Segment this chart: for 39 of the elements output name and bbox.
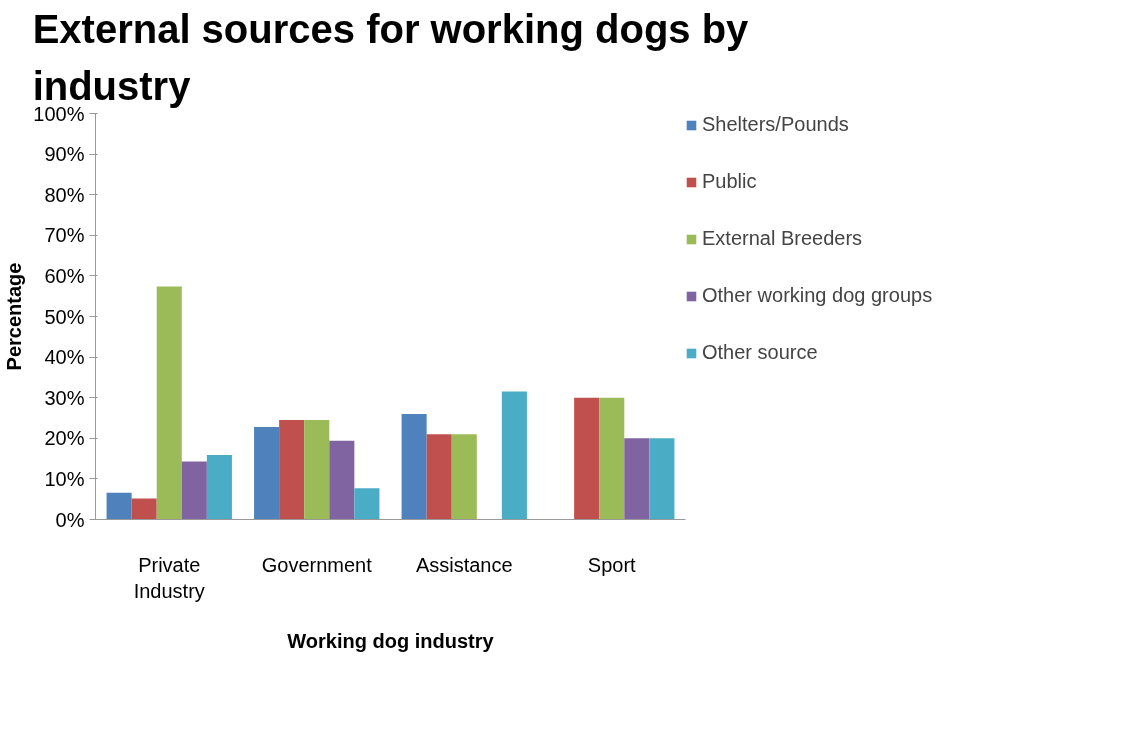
x-tick-label: Sport [587,553,637,576]
bar [426,434,452,520]
x-tick-label: Private Industry [133,553,205,602]
bar [401,413,427,520]
y-tick-label: 40% [44,346,85,369]
bar [156,286,182,520]
bar [451,434,477,520]
y-tick-label: 20% [44,427,85,450]
y-tick-label: 90% [44,143,85,166]
y-tick-label: 70% [44,224,85,247]
bar [254,426,280,520]
bar [649,438,675,520]
y-tick-label: 80% [44,183,85,206]
bar [574,397,600,520]
bar [206,454,232,520]
y-tick-label: 60% [44,264,85,287]
bar [279,420,305,520]
y-tick-label: 10% [44,467,85,490]
y-axis-title: Percentage [3,262,26,371]
y-tick-label: 30% [44,386,85,409]
bar [501,391,527,520]
x-tick-label: Government [261,553,373,576]
y-tick-label: 0% [55,508,85,531]
bar [181,461,207,520]
legend-label: Public [702,170,757,193]
bar [304,420,330,520]
bar [354,488,380,520]
legend-label: External Breeders [702,227,863,250]
bar [131,498,157,520]
y-tick-label: 50% [44,305,85,328]
x-tick-label: Assistance [415,553,513,576]
bar [329,440,355,520]
legend-label: Other source [702,341,818,364]
bar [624,438,650,520]
bar [599,397,625,520]
legend-label: Other working dog groups [702,284,933,307]
legend-label: Shelters/Pounds [702,113,849,136]
x-axis-title: Working dog industry [287,629,495,652]
bar [106,492,132,520]
